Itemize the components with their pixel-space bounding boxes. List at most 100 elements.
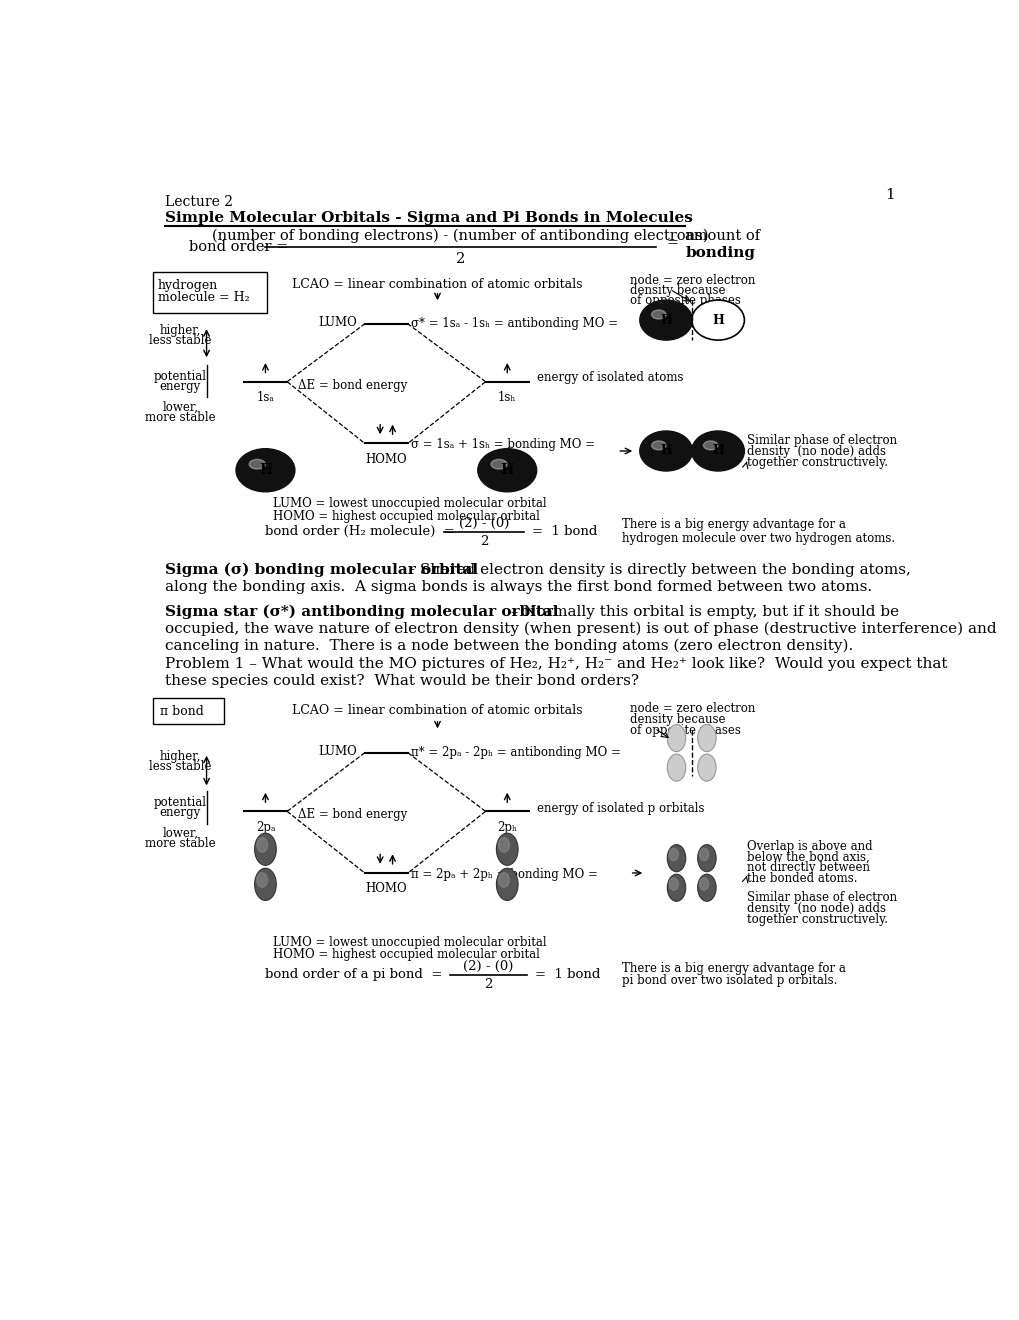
Text: ΔE = bond energy: ΔE = bond energy bbox=[298, 808, 407, 821]
Text: less stable: less stable bbox=[149, 334, 211, 347]
Text: (2) - (0): (2) - (0) bbox=[463, 960, 514, 973]
Text: amount of: amount of bbox=[685, 230, 760, 243]
Ellipse shape bbox=[499, 465, 515, 475]
Ellipse shape bbox=[655, 444, 676, 458]
Text: of opposite phases: of opposite phases bbox=[629, 294, 740, 308]
Text: energy of isolated atoms: energy of isolated atoms bbox=[536, 371, 683, 384]
Ellipse shape bbox=[258, 465, 272, 475]
Ellipse shape bbox=[668, 878, 678, 890]
Text: less stable: less stable bbox=[149, 760, 211, 772]
Text: - Shared electron density is directly between the bonding atoms,: - Shared electron density is directly be… bbox=[405, 562, 910, 577]
Text: LCAO = linear combination of atomic orbitals: LCAO = linear combination of atomic orbi… bbox=[292, 704, 582, 717]
Text: σ = 1sₐ + 1sₕ = bonding MO =: σ = 1sₐ + 1sₕ = bonding MO = bbox=[411, 438, 594, 451]
Text: HOMO: HOMO bbox=[365, 882, 407, 895]
Ellipse shape bbox=[655, 313, 676, 327]
Ellipse shape bbox=[254, 462, 276, 478]
FancyBboxPatch shape bbox=[153, 698, 224, 725]
Ellipse shape bbox=[639, 430, 692, 471]
Ellipse shape bbox=[492, 459, 522, 480]
Text: LUMO: LUMO bbox=[318, 315, 357, 329]
Ellipse shape bbox=[666, 754, 685, 781]
Text: 2pₐ: 2pₐ bbox=[256, 821, 275, 834]
Ellipse shape bbox=[694, 433, 741, 469]
Text: 1: 1 bbox=[884, 187, 894, 202]
Text: (2) - (0): (2) - (0) bbox=[459, 517, 508, 529]
Ellipse shape bbox=[642, 433, 689, 469]
Ellipse shape bbox=[699, 849, 708, 861]
Text: Simple Molecular Orbitals - Sigma and Pi Bonds in Molecules: Simple Molecular Orbitals - Sigma and Pi… bbox=[164, 211, 692, 224]
Text: potential: potential bbox=[154, 796, 207, 809]
Text: below the bond axis,: below the bond axis, bbox=[747, 850, 869, 863]
Text: density because: density because bbox=[629, 284, 725, 297]
Text: Lecture 2: Lecture 2 bbox=[164, 195, 232, 210]
Ellipse shape bbox=[666, 874, 685, 902]
Ellipse shape bbox=[481, 451, 533, 490]
Text: energy: energy bbox=[159, 807, 201, 818]
Text: density because: density because bbox=[629, 713, 725, 726]
Ellipse shape bbox=[642, 302, 689, 338]
Ellipse shape bbox=[652, 310, 679, 330]
Ellipse shape bbox=[659, 315, 673, 325]
Text: Overlap is above and: Overlap is above and bbox=[747, 840, 872, 853]
Text: density  (no node) adds: density (no node) adds bbox=[747, 903, 886, 915]
Text: σ* = 1sₐ - 1sₕ = antibonding MO =: σ* = 1sₐ - 1sₕ = antibonding MO = bbox=[411, 317, 618, 330]
Ellipse shape bbox=[659, 446, 673, 455]
Ellipse shape bbox=[697, 725, 715, 751]
Ellipse shape bbox=[498, 838, 508, 853]
Text: π* = 2pₐ - 2pₕ = antibonding MO =: π* = 2pₐ - 2pₕ = antibonding MO = bbox=[411, 746, 621, 759]
Ellipse shape bbox=[707, 444, 728, 458]
Text: =: = bbox=[665, 236, 678, 249]
Ellipse shape bbox=[249, 459, 265, 469]
Ellipse shape bbox=[691, 430, 744, 471]
Ellipse shape bbox=[649, 308, 682, 333]
Ellipse shape bbox=[485, 454, 529, 486]
Text: these species could exist?  What would be their bond orders?: these species could exist? What would be… bbox=[164, 675, 638, 688]
Text: H: H bbox=[659, 445, 672, 458]
Ellipse shape bbox=[698, 436, 737, 466]
Ellipse shape bbox=[490, 459, 506, 469]
FancyBboxPatch shape bbox=[153, 272, 267, 313]
Ellipse shape bbox=[251, 459, 280, 480]
Ellipse shape bbox=[262, 467, 269, 473]
Ellipse shape bbox=[652, 441, 679, 461]
Text: 2: 2 bbox=[484, 978, 492, 991]
Text: of opposite phases: of opposite phases bbox=[629, 723, 740, 737]
Ellipse shape bbox=[662, 318, 668, 322]
Text: energy of isolated p orbitals: energy of isolated p orbitals bbox=[536, 801, 703, 814]
Ellipse shape bbox=[701, 438, 734, 463]
Text: lower,: lower, bbox=[162, 401, 198, 414]
Text: LUMO = lowest unoccupied molecular orbital: LUMO = lowest unoccupied molecular orbit… bbox=[273, 936, 546, 949]
Text: more stable: more stable bbox=[145, 837, 215, 850]
Ellipse shape bbox=[496, 833, 518, 866]
Text: molecule = H₂: molecule = H₂ bbox=[158, 290, 249, 304]
Text: bonding: bonding bbox=[685, 246, 755, 260]
Text: energy: energy bbox=[159, 380, 201, 393]
Text: together constructively.: together constructively. bbox=[747, 913, 888, 927]
Text: higher,: higher, bbox=[159, 323, 201, 337]
Ellipse shape bbox=[247, 457, 283, 483]
Ellipse shape bbox=[503, 467, 511, 473]
Text: H: H bbox=[711, 445, 723, 458]
Text: Problem 1 – What would the MO pictures of He₂, H₂⁺, H₂⁻ and He₂⁺ look like?  Wou: Problem 1 – What would the MO pictures o… bbox=[164, 657, 947, 672]
Text: – Normally this orbital is empty, but if it should be: – Normally this orbital is empty, but if… bbox=[505, 605, 898, 619]
Ellipse shape bbox=[691, 300, 744, 341]
Ellipse shape bbox=[666, 725, 685, 751]
Ellipse shape bbox=[666, 845, 685, 871]
Text: lower,: lower, bbox=[162, 826, 198, 840]
Text: not directly between: not directly between bbox=[747, 862, 869, 874]
Text: 2: 2 bbox=[455, 252, 465, 267]
Text: H: H bbox=[711, 314, 723, 326]
Text: 1sₐ: 1sₐ bbox=[256, 391, 274, 404]
Ellipse shape bbox=[496, 869, 518, 900]
Text: π bond: π bond bbox=[160, 705, 204, 718]
Text: bond order (H₂ molecule)  =: bond order (H₂ molecule) = bbox=[265, 525, 460, 539]
Ellipse shape bbox=[488, 457, 525, 483]
Text: ΔE = bond energy: ΔE = bond energy bbox=[298, 379, 407, 392]
Ellipse shape bbox=[244, 454, 287, 486]
Ellipse shape bbox=[697, 754, 715, 781]
Text: bond order =: bond order = bbox=[190, 240, 293, 253]
Ellipse shape bbox=[257, 873, 267, 887]
Ellipse shape bbox=[257, 838, 267, 853]
Ellipse shape bbox=[495, 462, 518, 478]
Text: 2: 2 bbox=[479, 536, 488, 548]
